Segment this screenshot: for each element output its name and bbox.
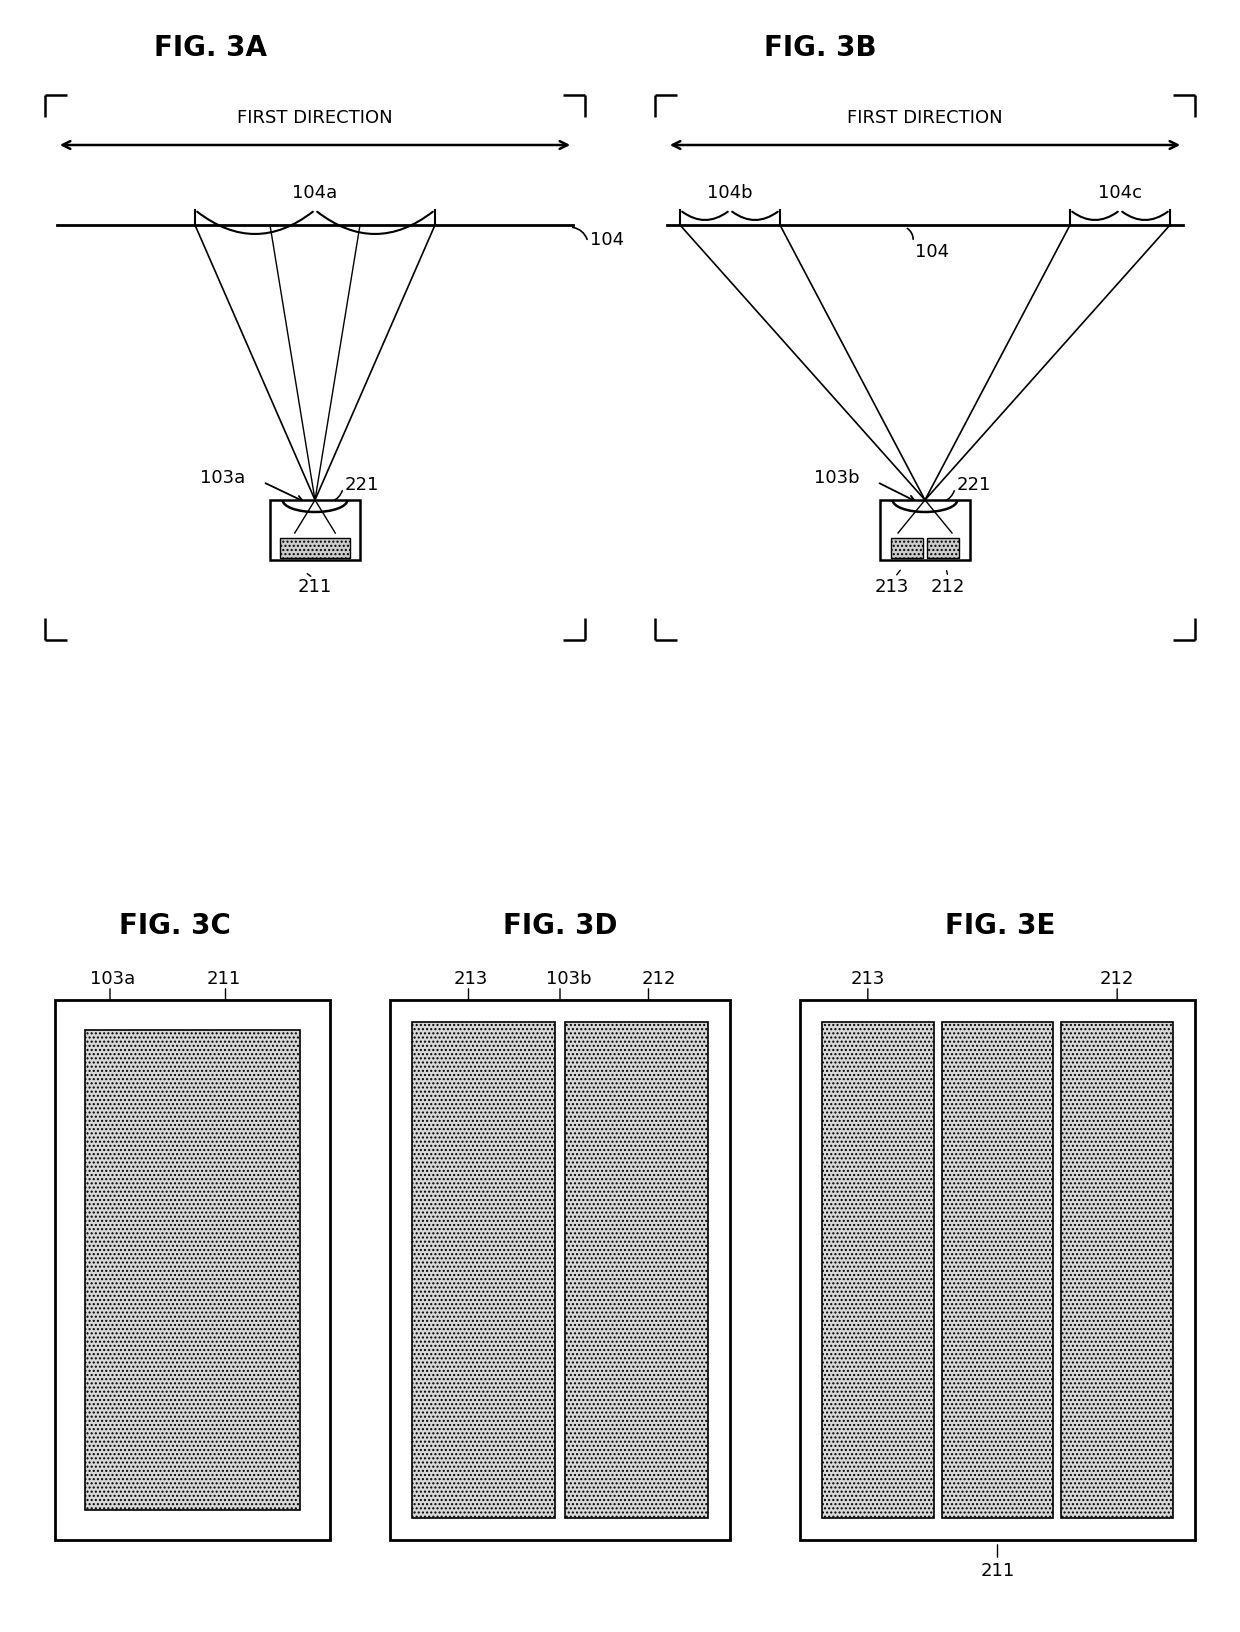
Bar — [822, 1022, 934, 1518]
Text: 211: 211 — [981, 1562, 1014, 1580]
Text: 104a: 104a — [293, 184, 337, 202]
Bar — [565, 1022, 708, 1518]
Text: FIRST DIRECTION: FIRST DIRECTION — [237, 109, 393, 127]
Text: FIG. 3C: FIG. 3C — [119, 912, 231, 940]
Text: 104: 104 — [590, 232, 624, 250]
Text: 221: 221 — [345, 477, 379, 494]
Bar — [800, 1000, 1195, 1541]
Text: 103b: 103b — [547, 969, 591, 987]
Text: 213: 213 — [454, 969, 487, 987]
Bar — [280, 539, 350, 558]
Bar — [86, 1030, 300, 1510]
Text: 213: 213 — [874, 578, 909, 596]
Text: 211: 211 — [298, 578, 332, 596]
Text: 103a: 103a — [91, 969, 135, 987]
Bar — [928, 539, 959, 558]
Bar — [391, 1000, 730, 1541]
Text: 103a: 103a — [200, 468, 246, 486]
Bar — [270, 499, 360, 560]
Bar — [880, 499, 970, 560]
Text: FIG. 3B: FIG. 3B — [764, 34, 877, 62]
Text: 212: 212 — [931, 578, 965, 596]
Text: 104c: 104c — [1097, 184, 1142, 202]
Text: 104b: 104b — [707, 184, 753, 202]
Text: 212: 212 — [641, 969, 676, 987]
Text: FIG. 3D: FIG. 3D — [502, 912, 618, 940]
Text: 213: 213 — [851, 969, 885, 987]
Text: 104: 104 — [915, 243, 949, 261]
Text: FIG. 3E: FIG. 3E — [945, 912, 1055, 940]
Bar — [55, 1000, 330, 1541]
Text: 103b: 103b — [815, 468, 861, 486]
Bar — [412, 1022, 556, 1518]
Bar — [1061, 1022, 1173, 1518]
Text: 211: 211 — [206, 969, 241, 987]
Text: FIG. 3A: FIG. 3A — [154, 34, 267, 62]
Bar — [941, 1022, 1053, 1518]
Bar — [892, 539, 923, 558]
Text: FIRST DIRECTION: FIRST DIRECTION — [847, 109, 1003, 127]
Text: 221: 221 — [957, 477, 991, 494]
Text: 212: 212 — [1100, 969, 1135, 987]
